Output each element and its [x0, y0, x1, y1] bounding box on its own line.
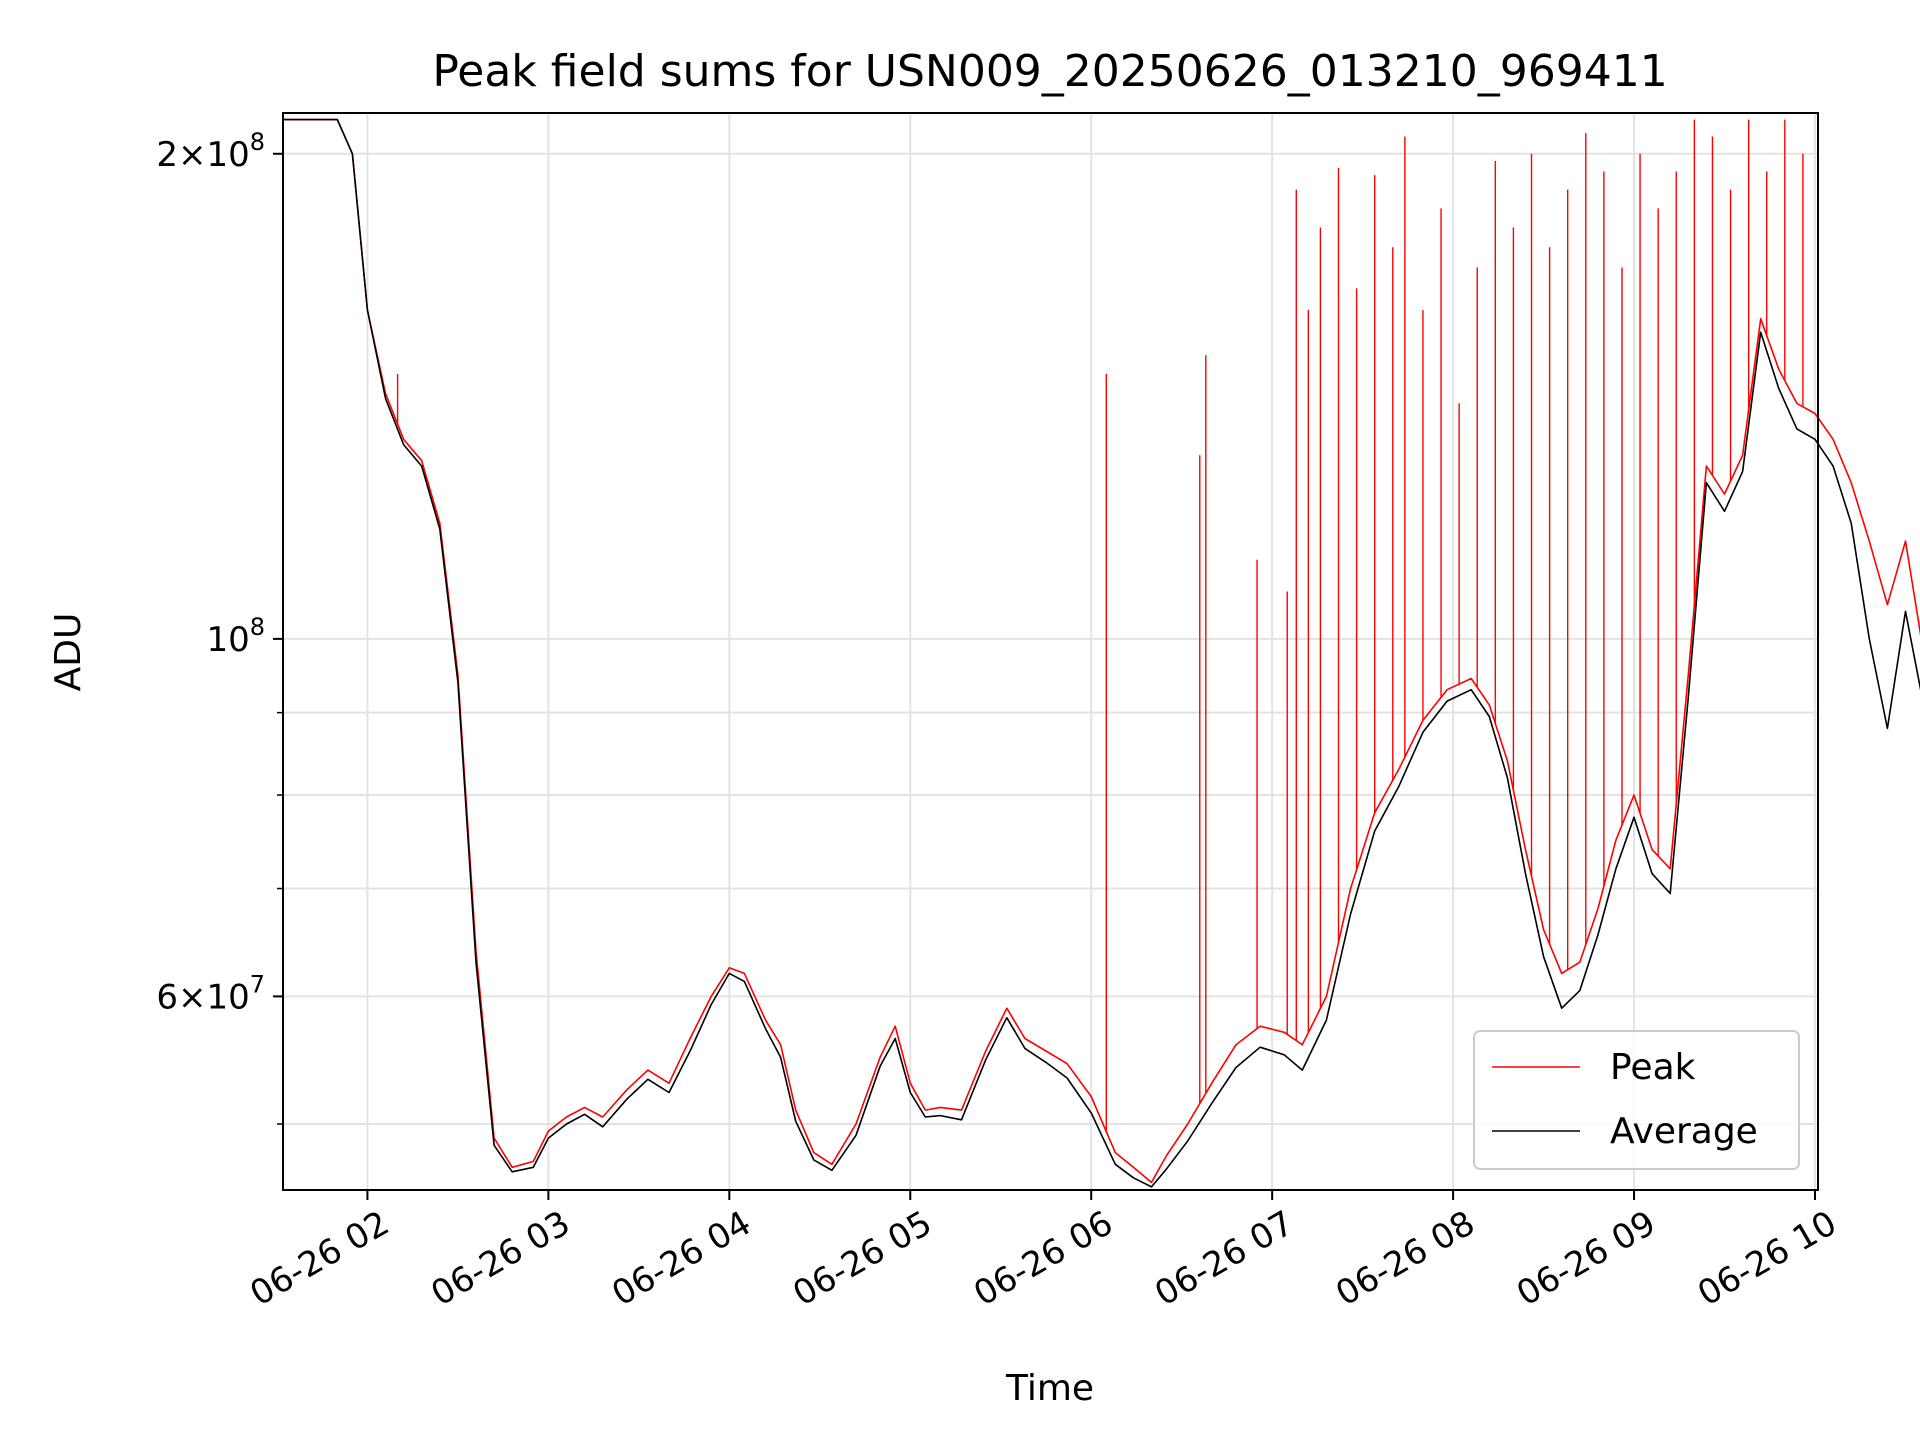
- y-tick-label: 108: [206, 613, 265, 660]
- grid: [283, 113, 1818, 1190]
- series-layer: [283, 118, 1920, 1188]
- y-tick-label: 2×108: [156, 128, 265, 175]
- legend-label-average: Average: [1610, 1111, 1758, 1152]
- series-line-peak: [283, 118, 1920, 1184]
- legend-label-peak: Peak: [1610, 1047, 1696, 1088]
- y-axis-label: ADU: [48, 613, 89, 692]
- plot-frame: [282, 112, 1819, 1191]
- chart-title: Peak field sums for USN009_20250626_0132…: [432, 46, 1667, 97]
- x-axis-label: Time: [1005, 1368, 1094, 1409]
- legend-box: [1473, 1030, 1800, 1170]
- series-line-average: [283, 118, 1920, 1188]
- legend: Peak Average: [1473, 1030, 1800, 1170]
- y-axis: 2×108 108 6×107: [156, 128, 283, 1125]
- y-tick-label: 6×107: [156, 970, 265, 1017]
